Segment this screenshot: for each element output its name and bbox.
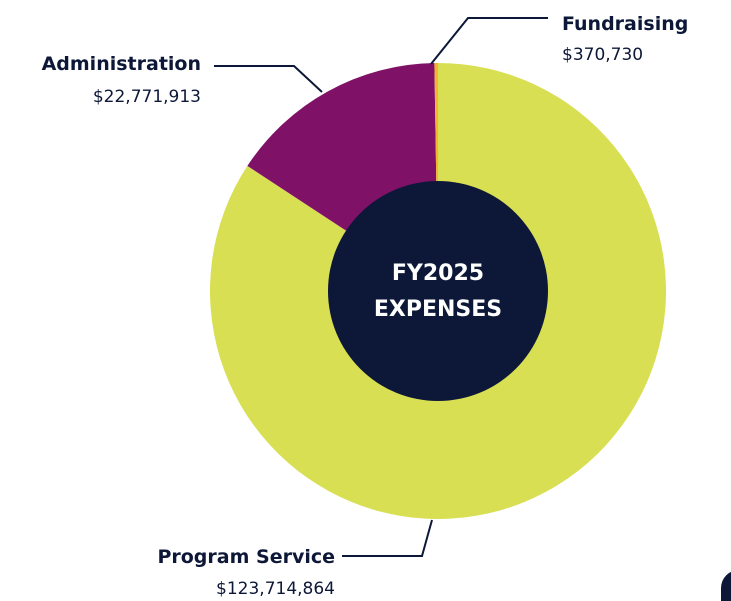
center-title-line-1: FY2025 <box>392 261 484 286</box>
value-program-service: $123,714,864 <box>216 579 335 599</box>
value-administration: $22,771,913 <box>93 87 201 107</box>
leader-line-program-service <box>342 519 433 557</box>
label-administration: Administration <box>42 53 201 75</box>
center-title-line-2: EXPENSES <box>374 297 502 322</box>
label-fundraising: Fundraising <box>562 13 688 35</box>
leader-line-fundraising <box>430 17 548 65</box>
leader-line-administration <box>214 65 323 93</box>
donut-center-disc <box>328 181 548 401</box>
corner-shape <box>721 571 731 601</box>
label-program-service: Program Service <box>157 546 335 568</box>
value-fundraising: $370,730 <box>562 45 643 65</box>
